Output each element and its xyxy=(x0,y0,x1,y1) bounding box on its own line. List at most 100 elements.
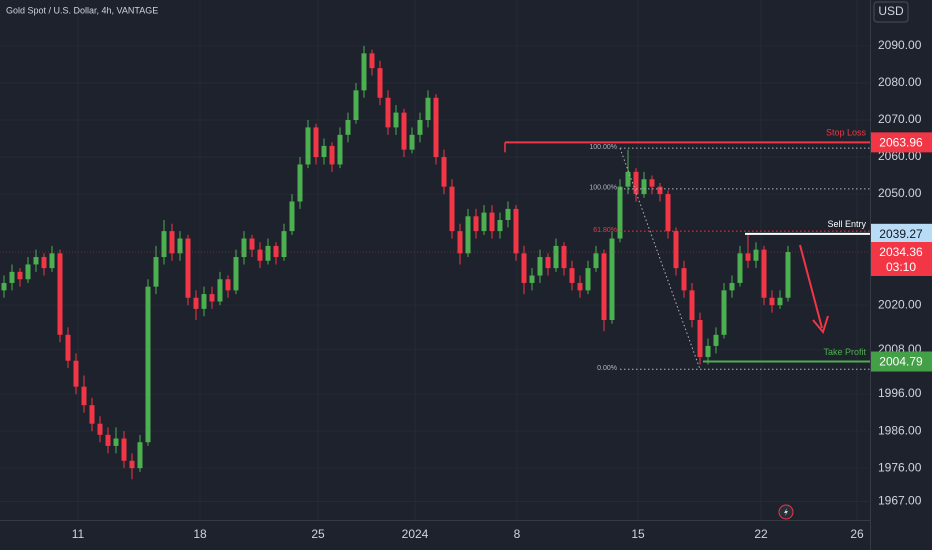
y-tick-label: 2090.00 xyxy=(878,38,922,52)
y-tick-label: 2020.00 xyxy=(878,297,922,311)
last-price-label: 2034.36 xyxy=(879,245,923,259)
candle-body xyxy=(113,438,119,446)
candle-body xyxy=(137,442,143,469)
candle-body xyxy=(689,290,695,320)
candle-body xyxy=(313,127,319,158)
candle-body xyxy=(417,120,423,135)
candle-body xyxy=(625,171,631,187)
candle-body xyxy=(561,245,567,269)
candle-body xyxy=(273,245,279,258)
candle-body xyxy=(49,253,55,269)
candle-body xyxy=(337,134,343,165)
candle-body xyxy=(521,253,527,283)
candle-body xyxy=(657,186,663,195)
forecast-arrow-head xyxy=(812,315,829,335)
candle-body xyxy=(361,53,367,91)
candle-body xyxy=(465,216,471,254)
y-tick-label: 1967.00 xyxy=(878,494,922,508)
candle-body xyxy=(201,294,207,309)
candle-body xyxy=(1,282,7,291)
grid xyxy=(0,0,870,520)
candle-body xyxy=(673,231,679,269)
candle-body xyxy=(609,238,615,320)
candle-body xyxy=(649,179,655,187)
fib-label: 100.00% xyxy=(589,185,617,192)
last-price-tag xyxy=(871,242,932,276)
candle-body xyxy=(785,252,791,298)
candle-body xyxy=(769,297,775,306)
candle-body xyxy=(761,249,767,298)
logo[interactable] xyxy=(778,504,794,520)
candle-body xyxy=(569,268,575,283)
candle-body xyxy=(345,120,351,135)
candle-body xyxy=(33,257,39,265)
x-tick-label: 25 xyxy=(311,527,325,541)
candle-body xyxy=(705,345,711,358)
candle-body xyxy=(409,134,415,150)
candle-body xyxy=(529,275,535,283)
candle-body xyxy=(737,253,743,283)
candle-body xyxy=(73,360,79,387)
candle-body xyxy=(321,145,327,158)
candle-body xyxy=(153,257,159,287)
candle-body xyxy=(217,279,223,302)
candle-body xyxy=(513,208,519,254)
symbol-title: Gold Spot / U.S. Dollar, 4h, VANTAGE xyxy=(6,5,158,15)
candle-body xyxy=(489,212,495,232)
candle-body xyxy=(425,97,431,120)
level-label: Take Profit xyxy=(823,347,866,357)
candle-body xyxy=(393,112,399,128)
candle-body xyxy=(209,294,215,302)
currency[interactable]: USD xyxy=(878,4,904,18)
candle-body xyxy=(745,253,751,261)
candle-body xyxy=(9,271,15,283)
candle-body xyxy=(665,194,671,232)
y-tick-label: 2050.00 xyxy=(878,186,922,200)
candle-body xyxy=(681,268,687,291)
candle-body xyxy=(633,171,639,195)
price-tag-label: 2004.79 xyxy=(879,355,923,369)
candle-body xyxy=(161,231,167,258)
plot: 100.00% 100.00% 61.80% 0.00% Stop Loss Sell E… xyxy=(0,45,870,480)
currency-box[interactable] xyxy=(873,1,909,23)
candle-body xyxy=(601,253,607,320)
candle-body xyxy=(369,53,375,69)
candle-body xyxy=(433,97,439,158)
candle-body xyxy=(593,253,599,269)
x-tick-label: 2024 xyxy=(402,527,429,541)
candle-body xyxy=(641,179,647,195)
candle-body xyxy=(89,405,95,424)
candle-body xyxy=(577,282,583,291)
level-label: Sell Entry xyxy=(827,219,866,229)
y-tick-label: 1996.00 xyxy=(878,386,922,400)
candle-body xyxy=(241,238,247,258)
price-tag xyxy=(871,223,932,244)
candle-body xyxy=(249,238,255,250)
candle-body xyxy=(329,145,335,165)
candle-body xyxy=(17,271,23,280)
candle-body xyxy=(129,460,135,469)
y-tick-label: 1986.00 xyxy=(878,423,922,437)
candle-body xyxy=(225,279,231,291)
y-tick-label: 1976.00 xyxy=(878,460,922,474)
candle-body xyxy=(25,264,31,280)
x-tick-label: 11 xyxy=(72,527,85,541)
candle-body xyxy=(617,186,623,239)
candle-body xyxy=(281,231,287,258)
candle-body xyxy=(457,231,463,254)
y-tick-label: 2060.00 xyxy=(878,149,922,163)
candle-body xyxy=(41,257,47,269)
candle-body xyxy=(449,186,455,232)
candle-body xyxy=(441,157,447,187)
x-tick-label: 26 xyxy=(850,527,864,541)
fib-label: 61.80% xyxy=(593,227,617,234)
candle-body xyxy=(537,257,543,276)
candle-body xyxy=(65,334,71,361)
candle-body xyxy=(473,216,479,232)
candle-body xyxy=(585,268,591,291)
candle-body xyxy=(777,297,783,306)
candle-body xyxy=(497,220,503,232)
candle-body xyxy=(105,434,111,446)
fib-label: 100.00% xyxy=(589,144,617,151)
